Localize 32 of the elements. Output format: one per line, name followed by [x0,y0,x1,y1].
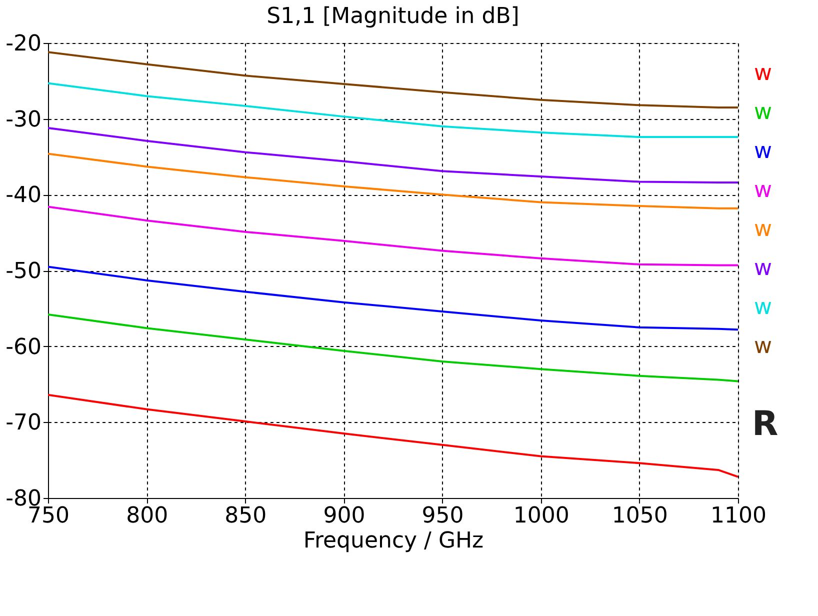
line-series [48,126,738,184]
text: w [754,295,772,320]
x-tick-label: 950 [422,504,464,528]
x-tick-label: 1000 [513,504,570,528]
y-tick-label: -50 [6,259,42,284]
text: R [752,404,778,444]
text: w [754,178,772,203]
x-axis-title: Frequency / GHz [303,528,484,554]
y-tick-label: -20 [6,32,42,56]
y-tick-label: -30 [6,107,42,132]
series-label: w [754,217,772,242]
y-tick-label: -70 [6,410,42,436]
chart-title: S1,1 [Magnitude in dB] [266,4,520,29]
text: w [754,334,772,359]
x-tick-label: 1100 [710,504,766,528]
line-series [48,313,738,382]
line-series [48,266,738,331]
text: w [754,100,772,125]
line-series [48,206,738,266]
x-tick-label: 800 [126,504,168,528]
line-series [48,394,738,478]
text: w [754,139,772,164]
y-tick-label: -60 [6,334,42,360]
y-tick-label: -40 [6,183,42,208]
text: w [754,61,772,86]
line-series [48,82,738,138]
line-series [48,152,738,210]
x-tick-label: 850 [224,504,267,528]
x-tick-label: 900 [323,504,366,528]
x-tick-label: 1050 [612,504,668,528]
line-series [48,51,738,108]
text: w [754,256,772,281]
